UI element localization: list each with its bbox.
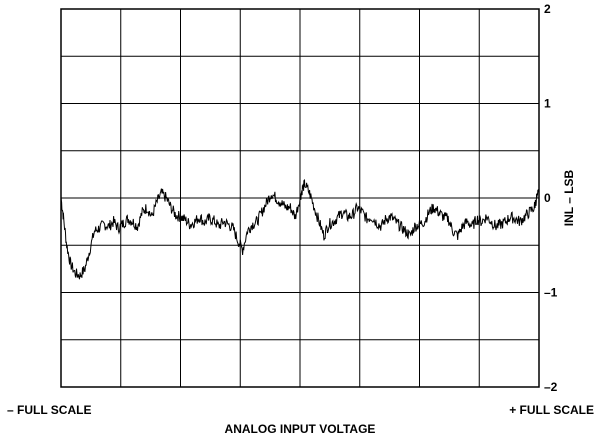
y-tick-label: 2: [544, 2, 551, 16]
y-tick-label: –1: [544, 286, 558, 300]
inl-trace: [60, 179, 540, 280]
y-tick-labels: 2 1 0 –1 –2: [544, 2, 558, 394]
x-axis-title: ANALOG INPUT VOLTAGE: [225, 422, 376, 436]
y-tick-label: 1: [544, 97, 551, 111]
plot-grid: [61, 9, 539, 387]
x-right-label: + FULL SCALE: [509, 403, 594, 417]
y-axis-title: INL – LSB: [562, 169, 576, 226]
y-tick-label: 0: [544, 191, 551, 205]
x-left-label: – FULL SCALE: [7, 403, 91, 417]
y-tick-label: –2: [544, 380, 558, 394]
plot-frame: [60, 8, 540, 388]
